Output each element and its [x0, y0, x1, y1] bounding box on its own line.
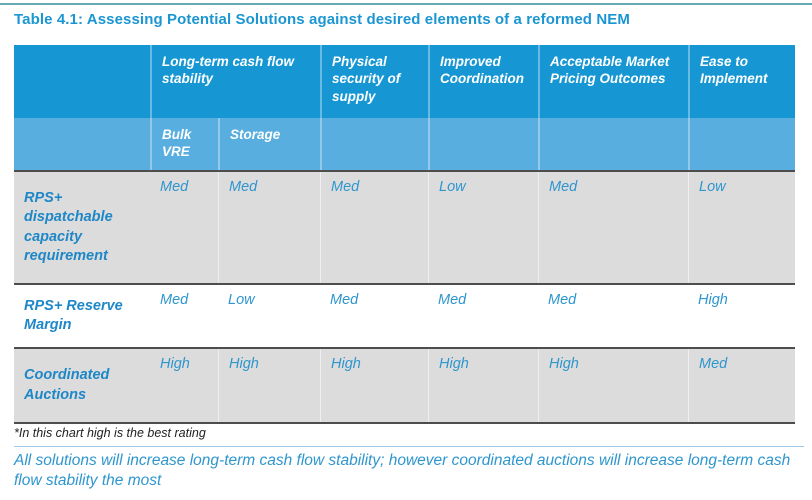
subheader-bulk-vre: Bulk VRE — [150, 118, 218, 170]
rating-cell: Med — [548, 292, 577, 308]
header-corner-cell — [14, 45, 150, 118]
rating-cell: Low — [228, 292, 255, 308]
table-subheader-row: Bulk VRE Storage — [14, 118, 795, 172]
assessment-table: Long-term cash flow stability Physical s… — [14, 45, 795, 424]
header-market-pricing: Acceptable Market Pricing Outcomes — [538, 45, 688, 118]
subheader-storage: Storage — [218, 118, 320, 170]
row-label: RPS+ dispatchable capacity requirement — [24, 190, 113, 264]
header-cashflow: Long-term cash flow stability — [150, 45, 320, 118]
summary-text: All solutions will increase long-term ca… — [14, 452, 791, 490]
row-label: RPS+ Reserve Margin — [24, 297, 123, 333]
footnote-divider — [14, 446, 804, 447]
rating-cell: High — [428, 349, 538, 422]
rating-cell: Med — [438, 292, 467, 308]
rating-cell: Med — [160, 179, 189, 195]
rating-cell: Low — [688, 172, 795, 283]
rating-cell: High — [698, 292, 728, 308]
subheader-empty-coordination — [428, 118, 538, 170]
subheader-empty-pricing — [538, 118, 688, 170]
subheader-empty-physical — [320, 118, 428, 170]
rating-cell: High — [320, 349, 428, 422]
rating-cell: High — [218, 349, 320, 422]
header-ease-implement: Ease to Implement — [688, 45, 795, 118]
table-footnote: *In this chart high is the best rating — [14, 426, 206, 440]
rating-cell: High — [538, 349, 688, 422]
header-physical-security: Physical security of supply — [320, 45, 428, 118]
page-title: Table 4.1: Assessing Potential Solutions… — [14, 11, 630, 28]
rating-cell: Med — [688, 349, 795, 422]
rating-cell: High — [160, 356, 190, 372]
rating-cell: Med — [320, 172, 428, 283]
rating-cell: Med — [218, 172, 320, 283]
table-row-rps-reserve-margin: RPS+ Reserve Margin Med Low Med Med Med … — [14, 285, 795, 349]
subheader-empty-ease — [688, 118, 795, 170]
table-row-coordinated-auctions: Coordinated Auctions High High High High… — [14, 349, 795, 422]
rating-cell: Med — [160, 292, 189, 308]
table-header-row: Long-term cash flow stability Physical s… — [14, 45, 795, 118]
table-row-rps-dispatchable: RPS+ dispatchable capacity requirement M… — [14, 172, 795, 285]
rating-cell: Med — [538, 172, 688, 283]
rating-cell: Med — [330, 292, 359, 308]
row-label: Coordinated Auctions — [24, 367, 110, 403]
header-coordination: Improved Coordination — [428, 45, 538, 118]
subheader-corner-cell — [14, 118, 150, 170]
top-rule — [0, 3, 812, 5]
rating-cell: Low — [428, 172, 538, 283]
